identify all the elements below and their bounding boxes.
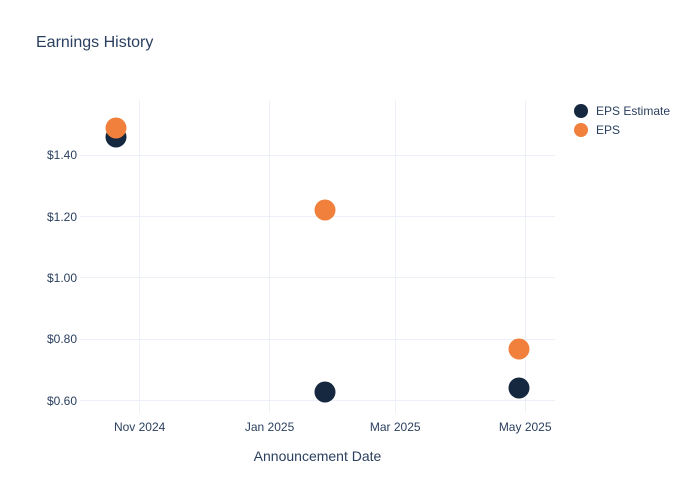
h-gridline [80,277,555,279]
data-point-eps[interactable] [508,338,530,360]
x-tick-label: May 2025 [498,420,552,434]
plot-area [80,100,555,413]
data-point-eps-estimate[interactable] [508,377,530,399]
h-gridline [80,400,555,402]
legend-label: EPS [596,123,621,137]
x-tick-label: Nov 2024 [113,420,166,434]
chart-title: Earnings History [36,34,154,51]
v-gridline [139,100,141,413]
data-point-eps[interactable] [314,199,336,221]
legend-item-eps-estimate[interactable]: EPS Estimate [574,104,670,118]
y-tick-label: $0.80 [46,332,77,347]
x-tick-label: Jan 2025 [244,420,295,434]
legend-swatch-icon [574,123,588,137]
v-gridline [394,100,396,413]
y-tick-label: $1.40 [46,148,77,163]
v-gridline [269,100,271,413]
y-tick-label: $0.60 [46,393,77,408]
y-tick-label: $1.00 [46,270,77,285]
h-gridline [80,338,555,340]
x-tick-label: Mar 2025 [369,420,421,434]
v-gridline [524,100,526,413]
legend-label: EPS Estimate [596,104,671,118]
data-point-eps-estimate[interactable] [314,381,336,403]
legend-item-eps[interactable]: EPS [574,123,670,137]
legend-swatch-icon [574,104,588,118]
legend: EPS Estimate EPS [574,104,670,137]
data-point-eps[interactable] [105,117,127,139]
y-tick-label: $1.20 [46,209,77,224]
x-axis-title: Announcement Date [253,448,382,464]
h-gridline [80,154,555,156]
